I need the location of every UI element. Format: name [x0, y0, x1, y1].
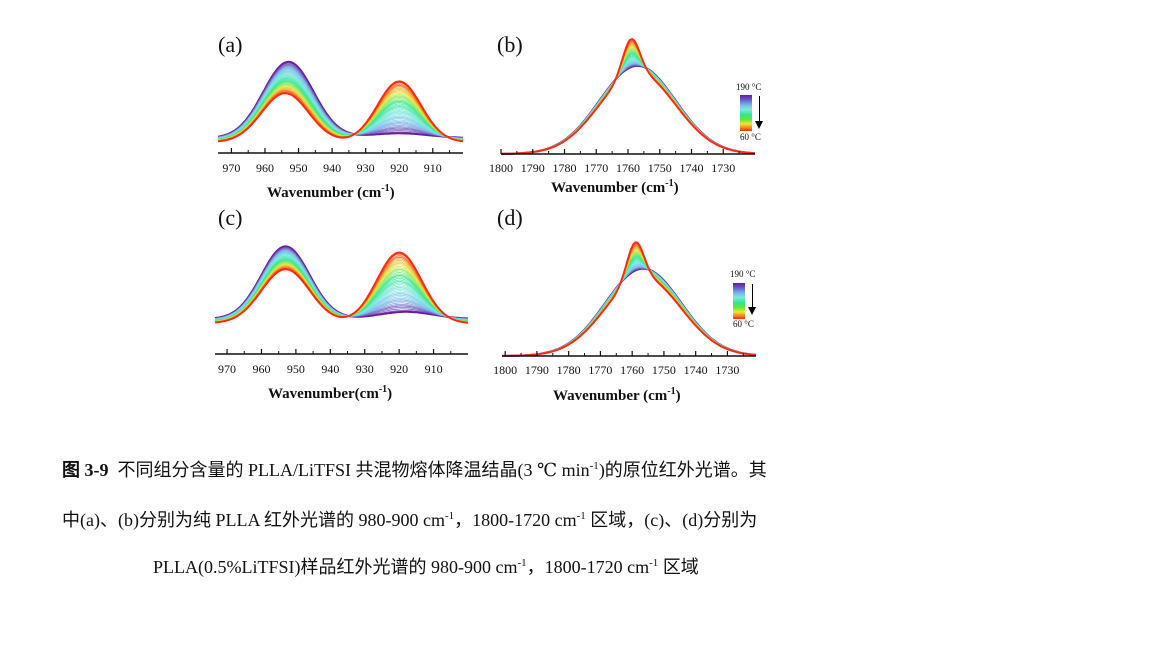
x-axis-label-text: Wavenumber (cm: [267, 185, 382, 201]
caption-text: 不同组分含量的 PLLA/LiTFSI 共混物熔体降温结晶(3 ℃ min: [117, 460, 590, 480]
x-tick-label: 1790: [525, 363, 549, 377]
panel-label-b: (b): [497, 32, 523, 57]
x-axis-label-close: ): [675, 388, 681, 404]
spectrum-curve: [502, 262, 757, 357]
x-tick-label: 1730: [715, 363, 739, 377]
x-tick-label: 970: [218, 362, 236, 376]
spectra-group: [214, 245, 469, 324]
x-axis-label-text: Wavenumber (cm: [553, 388, 668, 404]
x-tick-label: 1760: [616, 161, 640, 175]
x-tick-label: 910: [425, 362, 443, 376]
x-axis-label-b: Wavenumber (cm-1): [551, 178, 679, 197]
caption-sup: -1: [517, 557, 527, 569]
spectrum-curve: [502, 241, 757, 357]
x-tick-label: 1800: [493, 363, 517, 377]
caption-text: 区域，(c)、(d)分别为: [585, 510, 758, 530]
x-tick-label: 950: [290, 161, 308, 175]
caption-text: ，1800-1720 cm: [526, 557, 650, 577]
x-axis-label-close: ): [673, 180, 679, 196]
x-tick-label: 1730: [711, 161, 735, 175]
caption-text: PLLA(0.5%LiTFSI)样品红外光谱的 980-900 cm: [153, 557, 518, 577]
figure-caption-line-3: PLLA(0.5%LiTFSI)样品红外光谱的 980-900 cm-1，180…: [153, 553, 699, 579]
legend-top-label: 190 °C: [730, 269, 756, 279]
spectrum-curve: [500, 37, 756, 155]
x-axis-label-close: ): [387, 386, 393, 402]
panel-label-a: (a): [218, 32, 243, 57]
spectrum-curve: [214, 251, 469, 324]
legend-bottom-label: 60 °C: [740, 132, 761, 142]
panel-label-d: (d): [497, 205, 523, 230]
legend-arrow-icon: [752, 284, 753, 308]
x-tick-label: 960: [252, 362, 270, 376]
x-tick-label: 1780: [553, 161, 577, 175]
caption-text: 区域: [658, 557, 699, 577]
x-tick-label: 1800: [489, 161, 513, 175]
x-tick-label: 1790: [521, 161, 545, 175]
caption-sup: -1: [444, 510, 455, 522]
x-axis-label-sup: -1: [667, 386, 676, 397]
figure-caption-line-2: 中(a)、(b)分别为纯 PLLA 红外光谱的 980-900 cm-1，180…: [62, 506, 757, 532]
x-axis-label-c: Wavenumber(cm-1): [268, 384, 392, 403]
caption-text: 中(a)、(b)分别为纯 PLLA 红外光谱的 980-900 cm: [62, 510, 445, 530]
x-tick-label: 960: [256, 161, 274, 175]
legend-arrowhead-icon: [748, 307, 756, 315]
x-tick-label: 1750: [648, 161, 672, 175]
legend-arrowhead-icon: [755, 121, 763, 129]
legend-arrow-icon: [759, 96, 760, 122]
caption-text: ，1800-1720 cm: [454, 510, 577, 530]
x-axis-label-a: Wavenumber (cm-1): [267, 183, 395, 202]
legend-bottom-label: 60 °C: [733, 319, 754, 329]
x-tick-label: 1760: [620, 363, 644, 377]
figure-number: 图 3-9: [62, 460, 109, 480]
temperature-legend-b: 190 °C 60 °C: [733, 82, 773, 146]
x-tick-label: 940: [323, 161, 341, 175]
caption-sup: -1: [649, 557, 659, 569]
x-tick-label: 1780: [557, 363, 581, 377]
figure-caption-line-1: 图 3-9 不同组分含量的 PLLA/LiTFSI 共混物熔体降温结晶(3 ℃ …: [62, 456, 767, 482]
legend-colorbar: [740, 95, 752, 131]
x-axis-label-text: Wavenumber(cm: [268, 386, 379, 402]
temperature-legend-d: 190 °C 60 °C: [727, 269, 767, 333]
x-tick-label: 940: [321, 362, 339, 376]
x-tick-label: 1770: [584, 161, 608, 175]
caption-sup: -1: [589, 460, 599, 472]
x-axis-label-sup: -1: [378, 384, 388, 395]
x-tick-label: 920: [390, 362, 408, 376]
x-tick-label: 1750: [652, 363, 676, 377]
x-tick-label: 930: [356, 362, 374, 376]
x-tick-label: 1740: [684, 363, 708, 377]
spectrum-curve: [217, 80, 464, 143]
panel-label-c: (c): [218, 205, 243, 230]
x-tick-label: 910: [424, 161, 442, 175]
x-tick-label: 1770: [588, 363, 612, 377]
x-axis-label-close: ): [389, 185, 395, 201]
caption-sup: -1: [576, 510, 586, 522]
spectrum-curve: [502, 261, 757, 357]
x-tick-label: 930: [357, 161, 375, 175]
x-axis-label-d: Wavenumber (cm-1): [553, 386, 681, 405]
legend-colorbar: [733, 283, 745, 319]
caption-text: )的原位红外光谱。其: [598, 460, 767, 480]
x-tick-label: 920: [390, 161, 408, 175]
x-axis-label-sup: -1: [665, 178, 674, 189]
x-axis-label-sup: -1: [381, 183, 390, 194]
x-tick-label: 970: [222, 161, 240, 175]
x-tick-label: 1740: [680, 161, 704, 175]
x-axis-label-text: Wavenumber (cm: [551, 180, 666, 196]
legend-top-label: 190 °C: [736, 82, 762, 92]
spectra-group: [502, 241, 757, 357]
spectra-group: [217, 60, 464, 143]
spectra-group: [500, 37, 756, 155]
x-tick-label: 950: [287, 362, 305, 376]
